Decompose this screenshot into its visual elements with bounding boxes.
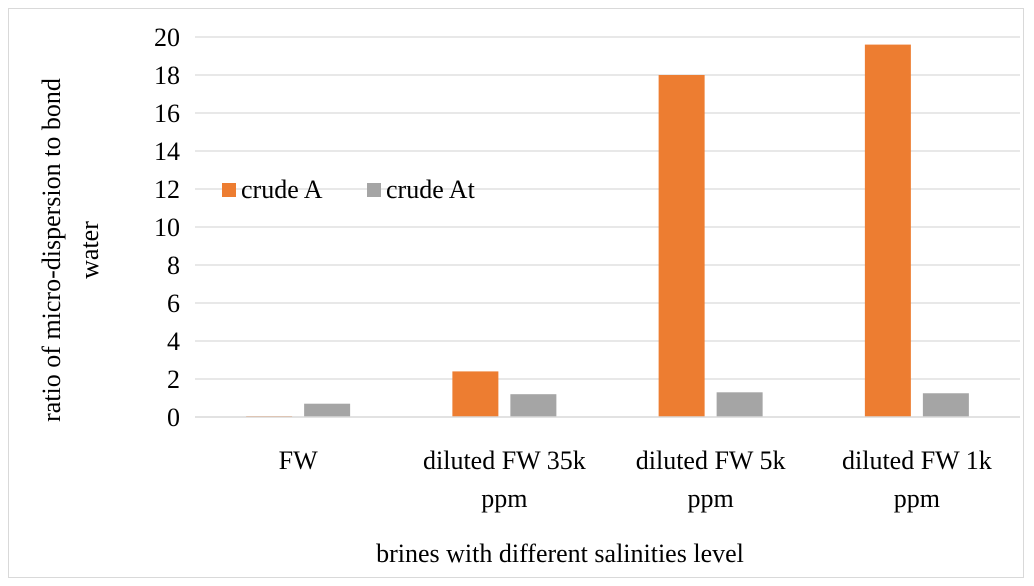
bar-crude-at [510, 394, 557, 417]
y-tick-label: 16 [154, 99, 180, 128]
legend-label: crude A [241, 175, 323, 204]
legend-swatch [222, 183, 236, 197]
chart-frame [8, 8, 1024, 578]
bars [246, 44, 969, 417]
y-tick-label: 8 [167, 251, 180, 280]
bar-crude-at [716, 392, 763, 417]
y-tick-label: 0 [167, 403, 180, 432]
y-tick-label: 6 [167, 289, 180, 318]
x-tick-label: FW [279, 446, 318, 475]
legend-label: crude At [386, 175, 476, 204]
y-tick-label: 10 [154, 213, 180, 242]
y-tick-labels: 0 2 4 6 8 10 12 14 16 18 20 [154, 23, 180, 432]
y-axis-title: ratio of micro-dispersion to bond water [37, 78, 104, 422]
bar-crude-at [304, 403, 351, 417]
x-axis-title: brines with different salinities level [376, 539, 744, 568]
y-tick-label: 4 [167, 327, 180, 356]
y-tick-label: 20 [154, 23, 180, 52]
legend-swatch [367, 183, 381, 197]
bar-crude-a [864, 44, 911, 417]
y-tick-label: 14 [154, 137, 180, 166]
x-tick-label: diluted FW 5k [636, 446, 786, 475]
x-tick-label: ppm [481, 484, 527, 513]
y-axis-title-line: water [75, 221, 104, 279]
bar-crude-a [658, 75, 705, 417]
x-tick-labels: FW diluted FW 35k ppm diluted FW 5k ppm dilut… [279, 446, 992, 513]
legend: crude A crude At [222, 175, 476, 204]
x-tick-label: diluted FW 35k [423, 446, 586, 475]
bar-crude-at [922, 393, 969, 417]
y-axis-title-line: ratio of micro-dispersion to bond [37, 78, 66, 422]
x-tick-label: diluted FW 1k [842, 446, 992, 475]
y-tick-label: 2 [167, 365, 180, 394]
y-tick-label: 18 [154, 61, 180, 90]
bar-crude-a [452, 371, 499, 417]
y-tick-label: 12 [154, 175, 180, 204]
x-tick-label: ppm [894, 484, 940, 513]
x-tick-label: ppm [688, 484, 734, 513]
